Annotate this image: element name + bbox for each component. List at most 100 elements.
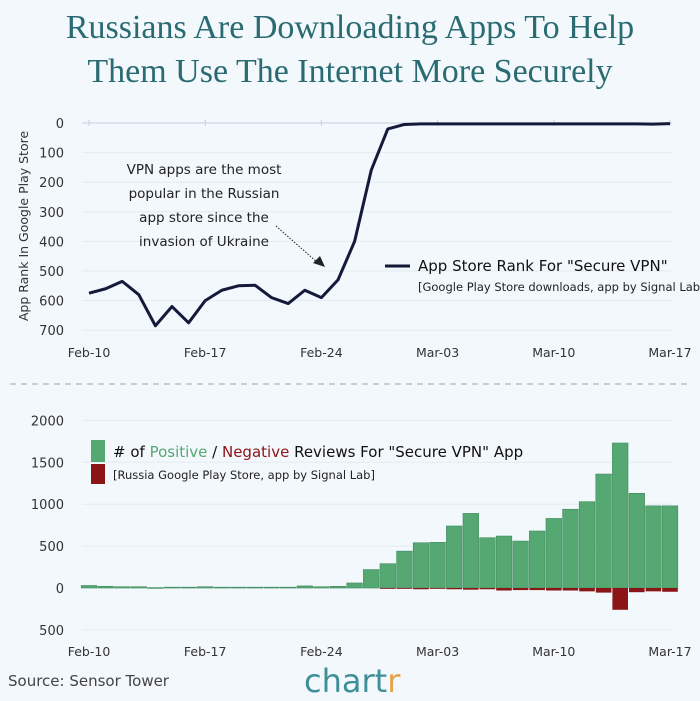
positive-bar xyxy=(429,542,446,589)
positive-bar xyxy=(280,586,297,589)
y-tick-label: 0 xyxy=(56,117,64,132)
negative-bar xyxy=(529,588,545,591)
positive-bar xyxy=(147,587,164,589)
positive-bar xyxy=(296,585,313,589)
negative-bar xyxy=(562,588,579,591)
y-tick-label: 100 xyxy=(39,147,64,162)
negative-bar xyxy=(595,588,612,593)
y-tick-label: 500 xyxy=(39,265,64,280)
annotation-text: invasion of Ukraine xyxy=(139,234,269,250)
y-tick-label: 0 xyxy=(56,582,64,597)
positive-bar xyxy=(213,586,230,589)
legend-negative-swatch xyxy=(91,464,105,484)
negative-bar xyxy=(463,588,479,590)
x-tick-label: Feb-17 xyxy=(184,644,227,659)
y-tick-label: 2000 xyxy=(31,414,64,429)
positive-bar xyxy=(130,586,147,589)
x-tick-label: Mar-17 xyxy=(648,345,691,360)
negative-bar xyxy=(446,588,462,590)
positive-bar xyxy=(462,513,479,589)
positive-bar xyxy=(346,582,363,589)
x-tick-label: Mar-03 xyxy=(416,644,459,659)
rank-line xyxy=(88,122,671,328)
x-tick-label: Mar-10 xyxy=(532,644,575,659)
positive-bar xyxy=(97,586,114,589)
x-tick-label: Feb-24 xyxy=(300,644,343,659)
x-tick-label: Feb-17 xyxy=(184,345,227,360)
negative-bar xyxy=(479,588,496,590)
positive-bar xyxy=(578,501,596,589)
negative-bar xyxy=(380,588,396,589)
annotation-text: app store since the xyxy=(139,210,269,226)
chartr-logo: chartr xyxy=(304,662,401,700)
y-tick-label: 300 xyxy=(39,206,64,221)
y-tick-label: 200 xyxy=(39,176,64,191)
positive-bar xyxy=(163,586,181,589)
positive-bar xyxy=(379,563,396,589)
x-tick-label: Feb-10 xyxy=(68,644,111,659)
x-tick-label: Feb-24 xyxy=(300,345,343,360)
source-note: Source: Sensor Tower xyxy=(8,672,169,690)
positive-bar xyxy=(313,586,330,589)
positive-bar xyxy=(529,530,546,589)
x-tick-label: Feb-10 xyxy=(68,345,111,360)
annotation-arrow xyxy=(275,225,319,264)
y-tick-label: 400 xyxy=(39,235,64,250)
positive-bar xyxy=(495,535,513,589)
y-tick-label: 1500 xyxy=(31,456,64,471)
legend-label: # of Positive / Negative Reviews For "Se… xyxy=(113,443,523,461)
positive-bar xyxy=(595,473,612,589)
y-tick-label: 1000 xyxy=(31,498,64,513)
positive-bar xyxy=(628,493,645,589)
legend-sublabel: [Google Play Store downloads, app by Sig… xyxy=(418,280,700,294)
annotation-text: VPN apps are the most xyxy=(127,162,282,178)
positive-bar xyxy=(246,586,264,589)
positive-bar xyxy=(562,508,579,589)
negative-bar xyxy=(413,588,429,590)
positive-bar xyxy=(479,537,496,589)
negative-bar xyxy=(579,588,595,592)
negative-bar xyxy=(546,588,562,591)
positive-bar xyxy=(412,542,430,589)
positive-bar xyxy=(512,540,529,589)
legend-label: App Store Rank For "Secure VPN" xyxy=(418,257,668,275)
positive-bar xyxy=(114,586,131,589)
legend-sublabel: [Russia Google Play Store, app by Signal… xyxy=(113,468,375,482)
negative-bar xyxy=(612,588,628,610)
y-tick-label: 500 xyxy=(39,540,64,555)
positive-bar xyxy=(612,442,629,589)
arrowhead-icon xyxy=(313,256,325,267)
title-line-2: Them Use The Internet More Securely xyxy=(87,53,613,90)
positive-bar xyxy=(661,505,679,589)
positive-bar xyxy=(197,586,214,589)
positive-bar xyxy=(80,585,98,589)
legend-positive-swatch xyxy=(91,440,105,462)
annotation-text: popular in the Russian xyxy=(129,186,280,202)
positive-bar xyxy=(545,518,562,589)
x-tick-label: Mar-17 xyxy=(648,644,691,659)
negative-bar xyxy=(629,588,645,593)
positive-bar xyxy=(230,586,247,589)
negative-bar xyxy=(662,588,678,592)
positive-bar xyxy=(329,586,347,589)
x-tick-label: Mar-10 xyxy=(532,345,575,360)
positive-bar xyxy=(180,586,197,589)
negative-bar xyxy=(429,588,446,589)
positive-bar xyxy=(263,586,280,589)
negative-bar xyxy=(496,588,512,591)
positive-bar xyxy=(363,569,380,589)
negative-bar xyxy=(645,588,662,592)
negative-bar xyxy=(512,588,529,591)
x-tick-label: Mar-03 xyxy=(416,345,459,360)
y-tick-label: 500 xyxy=(39,624,64,639)
title-line-1: Russians Are Downloading Apps To Help xyxy=(65,9,635,46)
y-axis-label: App Rank In Google Play Store xyxy=(16,131,31,322)
y-tick-label: 700 xyxy=(39,324,64,339)
positive-bar xyxy=(446,525,463,589)
positive-bar xyxy=(645,505,662,589)
positive-bar xyxy=(396,550,413,589)
negative-bar xyxy=(396,588,413,589)
y-tick-label: 600 xyxy=(39,295,64,310)
